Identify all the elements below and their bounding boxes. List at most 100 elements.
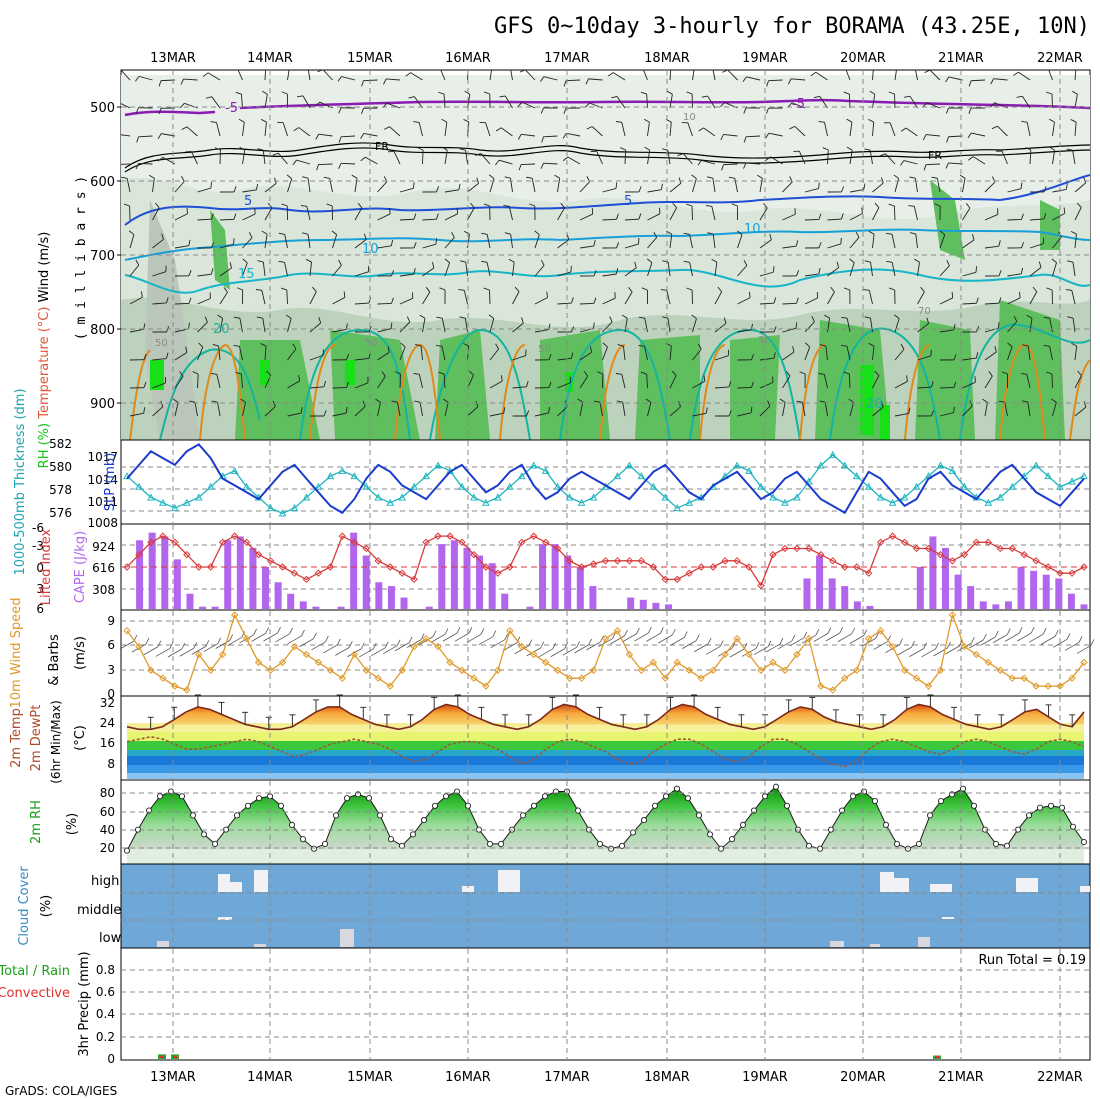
lifted-index-point xyxy=(410,575,418,584)
wind-barb xyxy=(1072,150,1076,165)
wind-barb-flag xyxy=(711,258,718,263)
cape-bar xyxy=(1055,578,1063,609)
cape-bar xyxy=(828,578,836,609)
cape-bar xyxy=(362,555,370,609)
rh-point xyxy=(1025,812,1033,819)
wind-barb-flag xyxy=(990,102,995,108)
rh-point xyxy=(189,812,197,819)
lifted-index-point xyxy=(422,538,430,547)
cloud-block-high xyxy=(218,874,230,892)
wind-barb-flag xyxy=(1020,267,1024,274)
wind-barb-flag xyxy=(261,230,268,235)
lifted-index-point xyxy=(972,538,981,547)
precip-y-ticks: 0.80.60.40.20 xyxy=(96,963,115,1066)
thickness-tick-label: 582 xyxy=(49,437,72,451)
wind-barb-flag xyxy=(406,316,411,323)
lifted-index-point xyxy=(123,563,131,571)
surface-wind-barb-flag xyxy=(396,639,401,646)
wind-barb xyxy=(309,322,322,333)
wind-barb-flag xyxy=(750,406,753,413)
wind-barb-flag xyxy=(260,343,267,347)
wind-barb-flag xyxy=(796,270,800,277)
wind-barb-flag xyxy=(813,95,820,99)
wind-barb xyxy=(782,213,796,221)
wind-barb-flag xyxy=(1020,373,1027,375)
rh-point xyxy=(695,812,703,819)
wind-barb xyxy=(414,96,423,109)
wind-barb xyxy=(602,187,617,193)
wind-barb-flag xyxy=(593,322,595,329)
wind-barb-flag xyxy=(375,398,381,403)
wind-barb-flag xyxy=(204,316,208,323)
wind-speed-point xyxy=(805,634,813,643)
wind-barb xyxy=(444,237,455,249)
wind-barb-flag xyxy=(678,401,682,407)
surface-wind-barb-flag xyxy=(384,641,389,649)
lifted-index-point xyxy=(793,544,801,553)
cape-bar xyxy=(161,536,169,609)
wind-speed-point xyxy=(374,674,382,682)
wind-barb-flag xyxy=(593,270,597,277)
wind-barb-flag xyxy=(795,322,798,329)
wind-barb xyxy=(219,318,224,333)
surface-wind-barb-flag xyxy=(516,636,521,644)
wind-barb xyxy=(1074,346,1078,361)
wind-barb xyxy=(262,262,266,277)
surface-wind-barb-flag xyxy=(253,628,257,636)
wind-barb xyxy=(152,271,166,277)
cape-bar xyxy=(1004,601,1012,609)
surface-wind-barb-flag xyxy=(564,642,569,649)
temperature-line xyxy=(126,703,1085,731)
wind-barb xyxy=(669,122,672,137)
wind-barb xyxy=(798,150,806,165)
wind-barb-flag xyxy=(463,118,470,123)
wind-barb-flag xyxy=(181,175,185,182)
wind-barb-flag xyxy=(643,118,650,123)
wind-barb xyxy=(307,178,311,193)
cape-bar xyxy=(425,606,433,609)
wind-speed-point xyxy=(195,650,203,659)
wind-barb-flag xyxy=(743,107,747,114)
wind-barb xyxy=(298,127,311,137)
wind-barb xyxy=(948,76,963,81)
wind-barb-flag xyxy=(233,213,237,220)
surface-wind-barb xyxy=(586,641,601,651)
thickness-point xyxy=(1008,482,1017,490)
wind-barb-flag xyxy=(338,259,342,266)
wind-barb xyxy=(1051,93,1053,109)
wind-speed-point xyxy=(876,627,885,635)
thickness-point xyxy=(852,472,861,480)
wind-barb xyxy=(332,297,346,305)
wind-barb-flag xyxy=(1077,370,1082,376)
top-date-label: 16MAR xyxy=(445,51,491,66)
wind-barb-flag xyxy=(900,343,905,350)
cloud-block-high xyxy=(930,884,952,892)
wind-speed-point xyxy=(589,666,598,674)
thickness-point xyxy=(326,472,335,480)
wind-barb-flag xyxy=(255,183,259,190)
wind-barb-flag xyxy=(644,146,650,151)
thickness-point xyxy=(266,504,275,512)
wind-barb xyxy=(579,213,593,221)
bottom-date-label: 13MAR xyxy=(150,1070,196,1085)
wind-barb xyxy=(737,265,748,277)
wind-barb-flag xyxy=(1046,91,1053,95)
wind-barb-flag xyxy=(634,261,637,268)
wind-barb xyxy=(707,95,716,109)
wind-barb xyxy=(543,162,558,165)
surface-wind-barb xyxy=(861,638,876,647)
wind-barb-flag xyxy=(1063,207,1066,214)
wind-barb xyxy=(1029,243,1044,249)
thickness-point xyxy=(1056,482,1064,490)
surface-wind-barb xyxy=(466,634,482,643)
wind-barb-flag xyxy=(705,407,708,414)
upper-y-tick-label: 600 xyxy=(90,175,115,190)
wind-barb-flag xyxy=(697,160,702,166)
wind-barb-flag xyxy=(160,400,164,407)
wind-barb xyxy=(894,70,897,81)
wind-barb xyxy=(962,178,966,193)
surface-wind-barb xyxy=(849,635,864,644)
surface-wind-barb xyxy=(155,648,171,657)
lifted-index-point xyxy=(577,563,586,571)
wind-barb-flag xyxy=(1065,289,1072,291)
